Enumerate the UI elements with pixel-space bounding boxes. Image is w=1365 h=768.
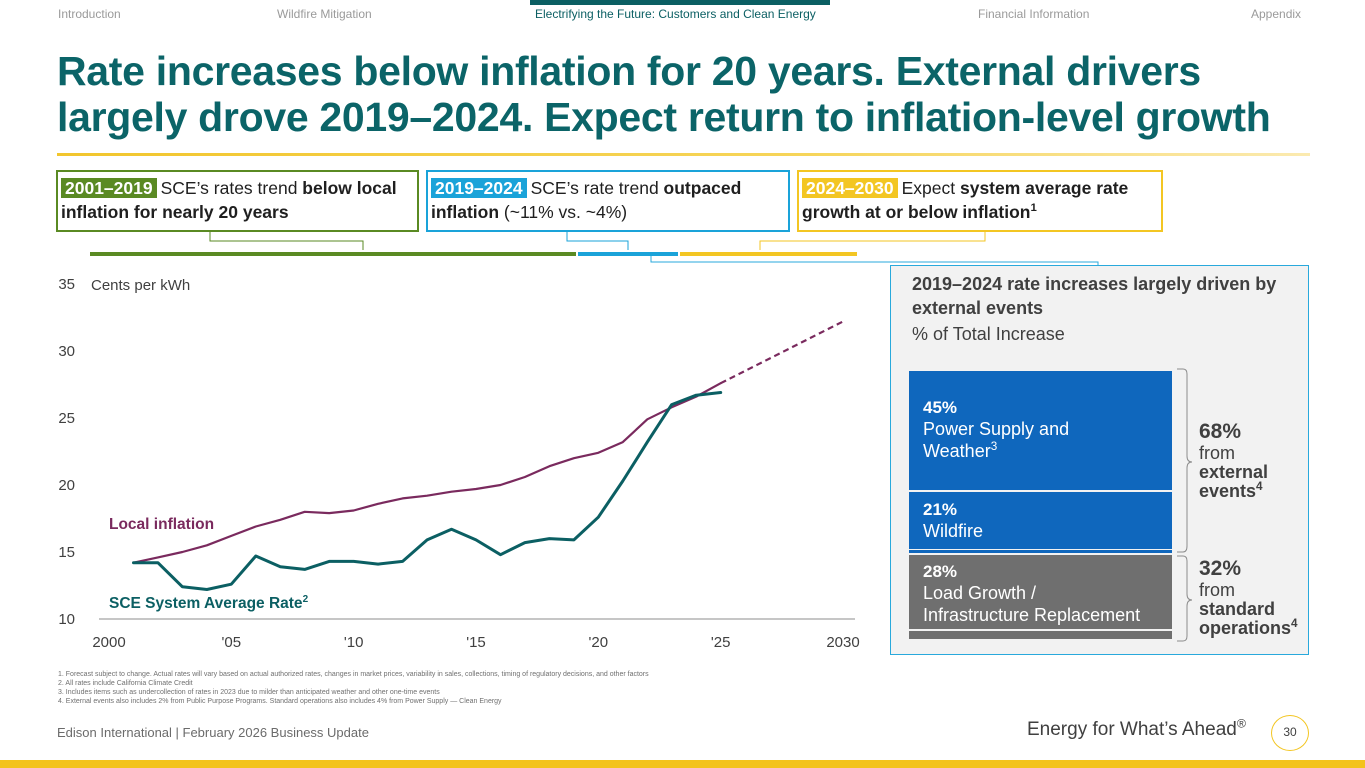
segment-power-supply: 45% Power Supply and Weather3 bbox=[909, 371, 1172, 490]
series-line-sce-rate bbox=[132, 391, 723, 591]
segment-label: Load Growth / bbox=[923, 583, 1037, 603]
bottom-accent-bar bbox=[0, 760, 1365, 768]
x-tick-label: 2000 bbox=[92, 634, 125, 651]
segment-divider-strip bbox=[909, 631, 1172, 639]
period-connectors bbox=[90, 232, 1099, 266]
external-label-1: external bbox=[1199, 462, 1269, 482]
external-bracket bbox=[1177, 368, 1193, 553]
bracket-icon bbox=[1177, 368, 1193, 642]
x-tick-label: 2030 bbox=[826, 634, 859, 651]
y-tick-label: 35 bbox=[58, 276, 75, 293]
standard-operations-summary: 32% from standard operations4 bbox=[1199, 557, 1298, 638]
series-line-inflation-forecast bbox=[720, 320, 844, 385]
period-text-bold: system average rate growth at or below i… bbox=[802, 178, 1129, 222]
period-text: Expect bbox=[901, 178, 960, 198]
title-line-2: largely drove 2019–2024. Expect return t… bbox=[57, 94, 1271, 140]
series-label-local-inflation: Local inflation bbox=[109, 516, 214, 533]
y-tick-label: 30 bbox=[58, 343, 75, 360]
x-tick-label: '05 bbox=[222, 634, 242, 651]
footer-company-date: Edison International | February 2026 Bus… bbox=[57, 725, 369, 740]
segment-label: Wildfire bbox=[923, 521, 984, 541]
drivers-panel: 2019–2024 rate increases largely driven … bbox=[890, 265, 1309, 655]
segment-percent: 45% bbox=[923, 398, 958, 417]
y-tick-label: 15 bbox=[58, 544, 75, 561]
segment-label: Weather3 bbox=[923, 440, 998, 461]
rate-chart: 10 15 20 25 30 35 2000 '05 '10 '15 '20 '25 2030 Cen… bbox=[58, 276, 860, 651]
title-line-1: Rate increases below inflation for 20 ye… bbox=[57, 48, 1201, 94]
segment-label: Infrastructure Replacement bbox=[923, 605, 1141, 625]
standard-percent: 32% bbox=[1199, 557, 1242, 580]
standard-bracket bbox=[1177, 555, 1193, 642]
footnotes: 1. Forecast subject to change. Actual ra… bbox=[58, 670, 649, 706]
footer-tagline: Energy for What’s Ahead® bbox=[1027, 716, 1246, 740]
period-text: SCE’s rate trend bbox=[530, 178, 664, 198]
connector-blue bbox=[566, 232, 629, 250]
period-text-bold: outpaced inflation bbox=[431, 178, 742, 222]
standard-label-2: operations4 bbox=[1199, 617, 1298, 638]
segment-label: Power Supply and bbox=[923, 419, 1070, 439]
footnote-3: 3. Includes items such as undercollectio… bbox=[58, 689, 440, 696]
nav-item-electrifying-the-future[interactable]: Electrifying the Future: Customers and C… bbox=[535, 7, 816, 21]
period-box-2001-2019: 2001–2019 SCE’s rates trend below local i… bbox=[56, 170, 419, 232]
chart-series bbox=[132, 320, 844, 591]
active-section-indicator bbox=[530, 0, 830, 5]
segment-wildfire: 21% Wildfire bbox=[909, 492, 1172, 549]
nav-item-wildfire-mitigation[interactable]: Wildfire Mitigation bbox=[277, 7, 372, 21]
segment-percent: 28% bbox=[923, 562, 958, 581]
segment-percent: 21% bbox=[923, 500, 958, 519]
y-tick-label: 25 bbox=[58, 410, 75, 427]
footnote-2: 2. All rates include California Climate … bbox=[58, 680, 193, 687]
external-from: from bbox=[1199, 443, 1235, 463]
x-axis: 2000 '05 '10 '15 '20 '25 2030 bbox=[92, 618, 860, 651]
timeline-bar-blue bbox=[578, 252, 678, 256]
timeline-bar-green bbox=[90, 252, 576, 256]
nav-item-appendix[interactable]: Appendix bbox=[1251, 7, 1302, 21]
footnote-4: 4. External events also includes 2% from… bbox=[58, 698, 502, 705]
x-tick-label: '20 bbox=[589, 634, 609, 651]
x-tick-label: '25 bbox=[711, 634, 731, 651]
period-box-2024-2030: 2024–2030 Expect system average rate grow… bbox=[797, 170, 1163, 232]
timeline-bar-yellow bbox=[680, 252, 857, 256]
title-divider bbox=[57, 153, 1310, 156]
connector-green bbox=[209, 232, 364, 250]
x-tick-label: '15 bbox=[466, 634, 486, 651]
y-tick-label: 20 bbox=[58, 477, 75, 494]
panel-title: 2019–2024 rate increases largely driven … bbox=[912, 274, 1277, 318]
y-axis-unit-label: Cents per kWh bbox=[91, 277, 190, 294]
period-text-bold: below local inflation for nearly 20 year… bbox=[61, 178, 397, 222]
nav-item-financial-information[interactable]: Financial Information bbox=[978, 7, 1090, 21]
period-box-2019-2024: 2019–2024 SCE’s rate trend outpaced infla… bbox=[426, 170, 790, 232]
connector-yellow bbox=[759, 232, 986, 250]
period-text-post: (~11% vs. ~4%) bbox=[499, 202, 628, 222]
period-text: SCE’s rates trend bbox=[160, 178, 303, 198]
period-tag: 2019–2024 bbox=[431, 178, 527, 198]
external-label-2: events4 bbox=[1199, 480, 1263, 501]
segment-load-growth: 28% Load Growth / Infrastructure Replace… bbox=[909, 555, 1172, 629]
segment-divider-strip bbox=[909, 550, 1172, 553]
period-tag: 2001–2019 bbox=[61, 178, 157, 198]
page-number: 30 bbox=[1271, 715, 1309, 751]
panel-subtitle: % of Total Increase bbox=[912, 324, 1065, 344]
page-title: Rate increases below inflation for 20 ye… bbox=[57, 48, 1327, 140]
section-nav: Introduction Wildfire Mitigation Electri… bbox=[0, 0, 1365, 30]
series-line-local-inflation bbox=[132, 382, 722, 564]
nav-item-introduction[interactable]: Introduction bbox=[58, 7, 121, 21]
standard-label-1: standard bbox=[1199, 599, 1276, 619]
y-axis: 10 15 20 25 30 35 bbox=[58, 276, 75, 628]
y-tick-label: 10 bbox=[58, 611, 75, 628]
external-events-summary: 68% from external events4 bbox=[1199, 420, 1268, 501]
standard-from: from bbox=[1199, 580, 1235, 600]
period-tag: 2024–2030 bbox=[802, 178, 898, 198]
footnote-1: 1. Forecast subject to change. Actual ra… bbox=[58, 671, 649, 678]
footnote-ref: 1 bbox=[1030, 202, 1037, 215]
x-tick-label: '10 bbox=[344, 634, 364, 651]
external-percent: 68% bbox=[1199, 420, 1242, 443]
series-label-sce-rate: SCE System Average Rate2 bbox=[109, 594, 309, 612]
